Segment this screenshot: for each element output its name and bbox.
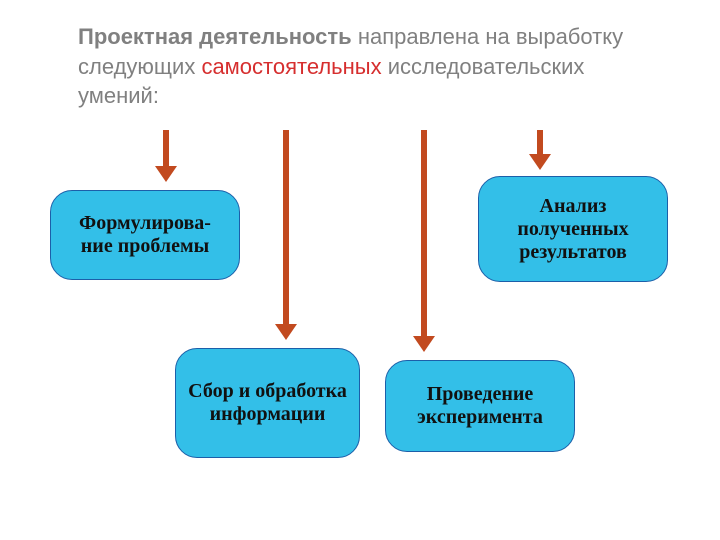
arrow-3 [413,130,435,352]
node-analyze-results: Анализ полученных результатов [478,176,668,282]
arrow-shaft [163,130,169,168]
node-label: Проведение эксперимента [396,383,564,429]
arrow-1 [155,130,177,182]
node-run-experiment: Проведение эксперимента [385,360,575,452]
heading-accent: самостоятельных [201,54,381,79]
node-formulate-problem: Формулирова- ние проблемы [50,190,240,280]
arrow-shaft [283,130,289,326]
arrow-head-icon [275,324,297,340]
arrow-head-icon [413,336,435,352]
arrow-shaft [421,130,427,338]
node-label: Формулирова- ние проблемы [79,212,211,258]
arrow-head-icon [529,154,551,170]
arrow-2 [275,130,297,340]
node-label: Сбор и обработка информации [186,380,349,426]
arrow-shaft [537,130,543,156]
arrow-head-icon [155,166,177,182]
node-collect-process-info: Сбор и обработка информации [175,348,360,458]
node-label: Анализ полученных результатов [489,195,657,264]
arrow-4 [529,130,551,170]
heading-bold: Проектная деятельность [78,24,352,49]
heading: Проектная деятельность направлена на выр… [78,22,638,111]
